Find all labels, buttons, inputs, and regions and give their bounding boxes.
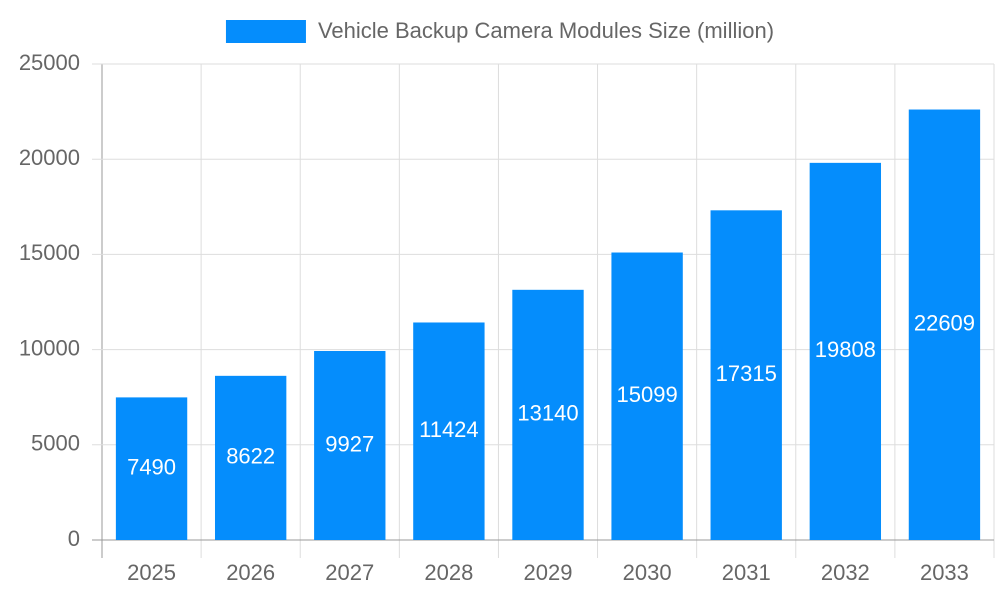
data-label: 22609 [914, 311, 975, 336]
data-label: 11424 [419, 417, 479, 442]
bar [908, 109, 981, 540]
bar [710, 210, 782, 541]
data-label: 13140 [517, 401, 578, 426]
x-tick-label: 2033 [920, 560, 969, 585]
x-tick-label: 2028 [424, 560, 473, 585]
bar [115, 397, 188, 540]
data-label: 8622 [226, 444, 275, 469]
legend-label: Vehicle Backup Camera Modules Size (mill… [318, 18, 774, 43]
y-tick-label: 15000 [19, 240, 80, 265]
y-tick-label: 0 [68, 526, 80, 551]
bar [611, 252, 683, 540]
data-label: 19808 [815, 337, 876, 362]
x-tick-label: 2030 [623, 560, 672, 585]
x-tick-label: 2025 [127, 560, 176, 585]
bar [314, 350, 386, 540]
x-tick-label: 2026 [226, 560, 275, 585]
bar [809, 162, 882, 540]
y-tick-label: 20000 [19, 145, 80, 170]
data-label: 15099 [617, 382, 678, 407]
y-tick-label: 25000 [19, 50, 80, 75]
x-tick-label: 2029 [524, 560, 573, 585]
data-label: 7490 [127, 455, 176, 480]
x-tick-label: 2032 [821, 560, 870, 585]
legend-swatch [225, 20, 306, 43]
data-label: 17315 [716, 361, 777, 386]
bar [512, 289, 584, 540]
x-tick-label: 2027 [325, 560, 374, 585]
y-tick-label: 10000 [19, 335, 80, 360]
data-label: 9927 [325, 431, 374, 456]
y-tick-label: 5000 [31, 431, 80, 456]
x-tick-label: 2031 [722, 560, 771, 585]
bar [413, 322, 485, 540]
bar [214, 375, 287, 540]
